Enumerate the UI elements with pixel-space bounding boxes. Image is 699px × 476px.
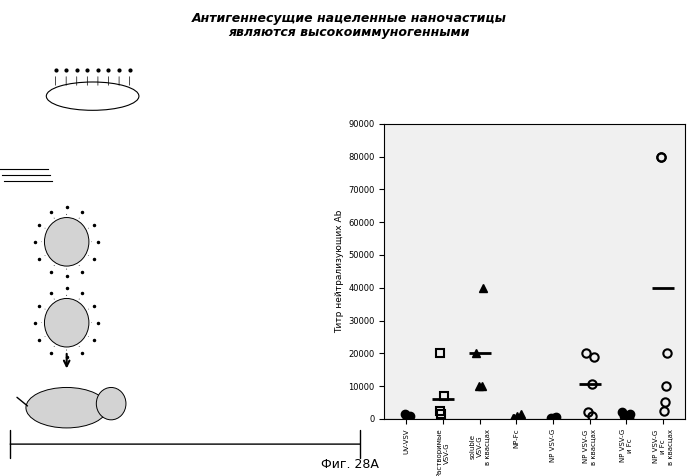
Circle shape <box>96 387 126 420</box>
Ellipse shape <box>46 82 139 110</box>
Y-axis label: Титр нейтрализующих Ab: Титр нейтрализующих Ab <box>336 209 344 333</box>
Circle shape <box>45 298 89 347</box>
Text: являются высокоиммуногенными: являются высокоиммуногенными <box>229 26 470 39</box>
Text: Фиг. 28А: Фиг. 28А <box>321 458 378 471</box>
Text: Антигеннесущие нацеленные наночастицы: Антигеннесущие нацеленные наночастицы <box>192 12 507 25</box>
Circle shape <box>45 218 89 266</box>
Ellipse shape <box>26 387 108 428</box>
